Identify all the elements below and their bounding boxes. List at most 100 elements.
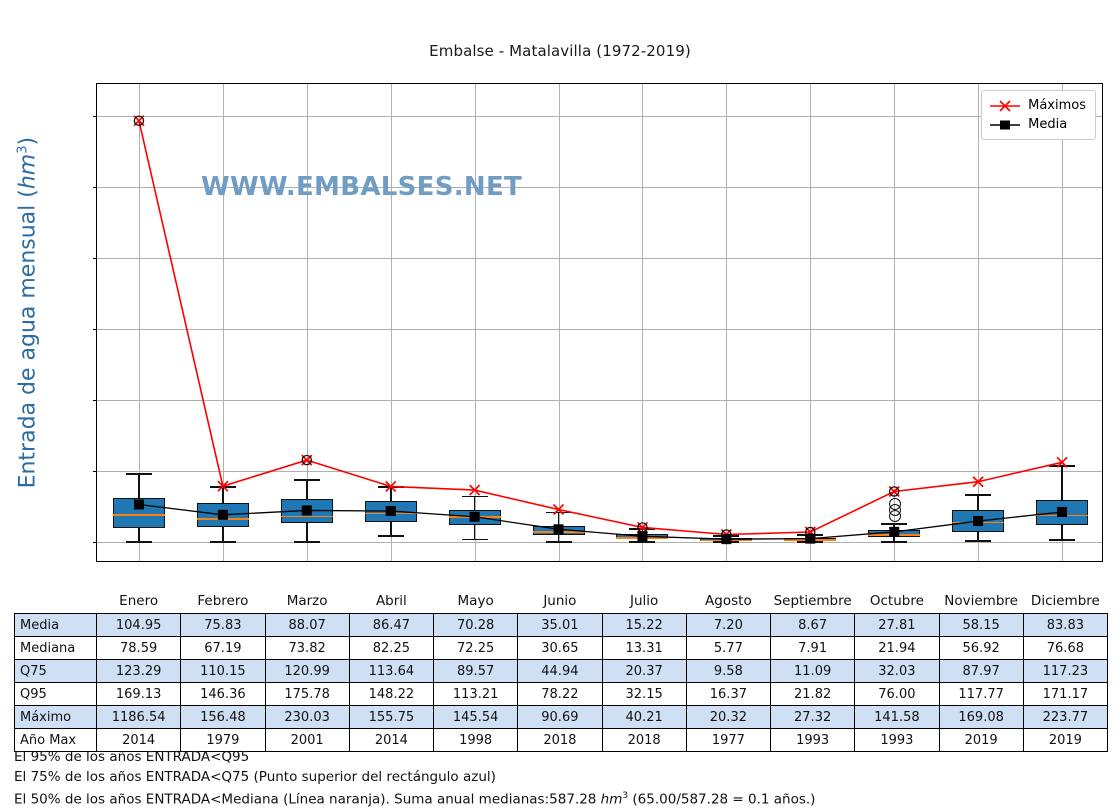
flier-ring: [805, 526, 816, 538]
table-cell: 117.77: [938, 682, 1024, 706]
legend-item-maximos[interactable]: Máximos: [989, 96, 1086, 115]
footnote-line-2: El 75% de los años ENTRADA<Q75 (Punto su…: [14, 768, 496, 785]
table-cell: 87.97: [938, 659, 1024, 683]
legend-item-media[interactable]: Media: [989, 115, 1086, 134]
footnote-line-1: El 95% de los años ENTRADA<Q95: [14, 749, 250, 765]
table-col-header-febrero: Febrero: [197, 593, 249, 609]
cap-upper: [881, 523, 908, 526]
flier-ring: [133, 115, 145, 126]
gridline-h: [97, 328, 1102, 330]
whisker-lower: [305, 522, 308, 542]
marker-mean-noviembre: [973, 516, 984, 527]
table-cell: 27.81: [854, 613, 940, 637]
table-cell: 5.77: [685, 636, 772, 660]
table-col-header-enero: Enero: [119, 593, 159, 609]
flier-ring: [888, 486, 900, 497]
table-row-label-media: Media: [14, 613, 97, 637]
table-col-header-marzo: Marzo: [286, 593, 328, 609]
table-cell: 27.32: [769, 705, 856, 729]
table-cell: 2019: [938, 728, 1024, 752]
table-col-header-diciembre: Diciembre: [1030, 593, 1100, 609]
table-cell: 15.22: [601, 613, 687, 637]
whisker-lower: [893, 537, 896, 542]
series-layer: [133, 115, 1068, 545]
gridline-v: [642, 84, 644, 561]
gridline-h: [97, 115, 1102, 117]
table-cell: 169.08: [938, 705, 1024, 729]
marker-mean-febrero: [217, 509, 228, 520]
table-cell: 76.00: [854, 682, 940, 706]
table-cell: 117.23: [1022, 659, 1109, 683]
table-row-label-mediana: Mediana: [14, 636, 97, 660]
marker-max-mayo: [469, 484, 481, 496]
table-cell: 32.03: [854, 659, 940, 683]
table-cell: 148.22: [348, 682, 435, 706]
table-row: Q95 169.13 146.36 175.78 148.22 113.21 78.22 32…: [14, 682, 1109, 706]
y-tick-mark: [93, 328, 97, 330]
whisker-lower: [389, 522, 392, 536]
table-row-label-q75: Q75: [14, 659, 97, 683]
footnote-3-b: (65.00/587.28 = 0.1 años.): [628, 791, 816, 808]
table-cell: 76.68: [1022, 636, 1109, 660]
table-cell: 1977: [685, 728, 772, 752]
legend-swatch-maximos-icon: [989, 98, 1021, 114]
gridline-v: [306, 84, 308, 561]
table-row: Mediana 78.59 67.19 73.82 82.25 72.25 30.65 13.…: [14, 636, 1109, 660]
table-col-header-septiembre: Septiembre: [773, 593, 852, 609]
table-body: Media 104.95 75.83 88.07 86.47 70.28 35.01 15.2…: [14, 613, 1109, 752]
gridline-v: [1062, 84, 1064, 561]
table-cell: 2018: [601, 728, 687, 752]
gridline-h: [97, 399, 1102, 401]
cap-lower: [545, 540, 572, 543]
table-header-row: Enero Febrero Marzo Abril Mayo Junio Julio Agos…: [15, 593, 1108, 614]
table-cell: 89.57: [432, 659, 519, 683]
gridline-v: [894, 84, 896, 561]
table-col-header-agosto: Agosto: [705, 593, 752, 609]
table-cell: 20.32: [685, 705, 772, 729]
table-row-label-máximo: Máximo: [14, 705, 97, 729]
legend-label-media: Media: [1028, 117, 1068, 132]
table-corner: [15, 593, 97, 614]
chart-legend[interactable]: Máximos Media: [981, 90, 1096, 140]
whisker-lower: [557, 535, 560, 541]
marker-mean-marzo: [301, 505, 312, 516]
table-row: Media 104.95 75.83 88.07 86.47 70.28 35.01 15.2…: [14, 613, 1109, 637]
table-row-label-año-max: Año Max: [14, 728, 97, 752]
whisker-lower: [473, 524, 476, 539]
cap-upper: [965, 493, 992, 496]
table-col-header-octubre: Octubre: [869, 593, 924, 609]
table-cell: 1993: [854, 728, 940, 752]
whisker-upper: [305, 479, 308, 499]
table-cell: 20.37: [601, 659, 687, 683]
table-cell: 21.82: [769, 682, 856, 706]
whisker-upper: [389, 486, 392, 502]
marker-mean-enero: [133, 499, 144, 510]
table-cell: 78.59: [95, 636, 182, 660]
plot-area: 020040060080010001200 EneroFebreroMarzoA…: [93, 83, 1103, 674]
marker-max-noviembre: [972, 476, 984, 488]
table-cell: 13.31: [601, 636, 687, 660]
cap-lower: [881, 541, 908, 544]
whisker-upper: [1061, 465, 1063, 501]
marker-mean-junio: [553, 524, 564, 535]
table-cell: 88.07: [264, 613, 350, 637]
table-cell: 21.94: [854, 636, 940, 660]
table-col-header-mayo: Mayo: [457, 593, 494, 609]
cap-upper: [125, 473, 152, 476]
table-row-label-q95: Q95: [14, 682, 97, 706]
whisker-lower: [977, 532, 979, 540]
table-cell: 56.92: [938, 636, 1024, 660]
gridline-v: [810, 84, 812, 561]
legend-label-maximos: Máximos: [1028, 98, 1086, 113]
marker-max-abril: [385, 480, 397, 493]
table-cell: 35.01: [517, 613, 603, 637]
whisker-upper: [893, 523, 896, 531]
marker-max-junio: [552, 503, 565, 516]
cap-lower: [461, 538, 488, 541]
table-cell: 9.58: [685, 659, 772, 683]
table-cell: 155.75: [348, 705, 435, 729]
table-cell: 40.21: [601, 705, 687, 729]
cap-lower: [125, 541, 152, 544]
table-cell: 73.82: [264, 636, 350, 660]
table-cell: 7.20: [685, 613, 772, 637]
